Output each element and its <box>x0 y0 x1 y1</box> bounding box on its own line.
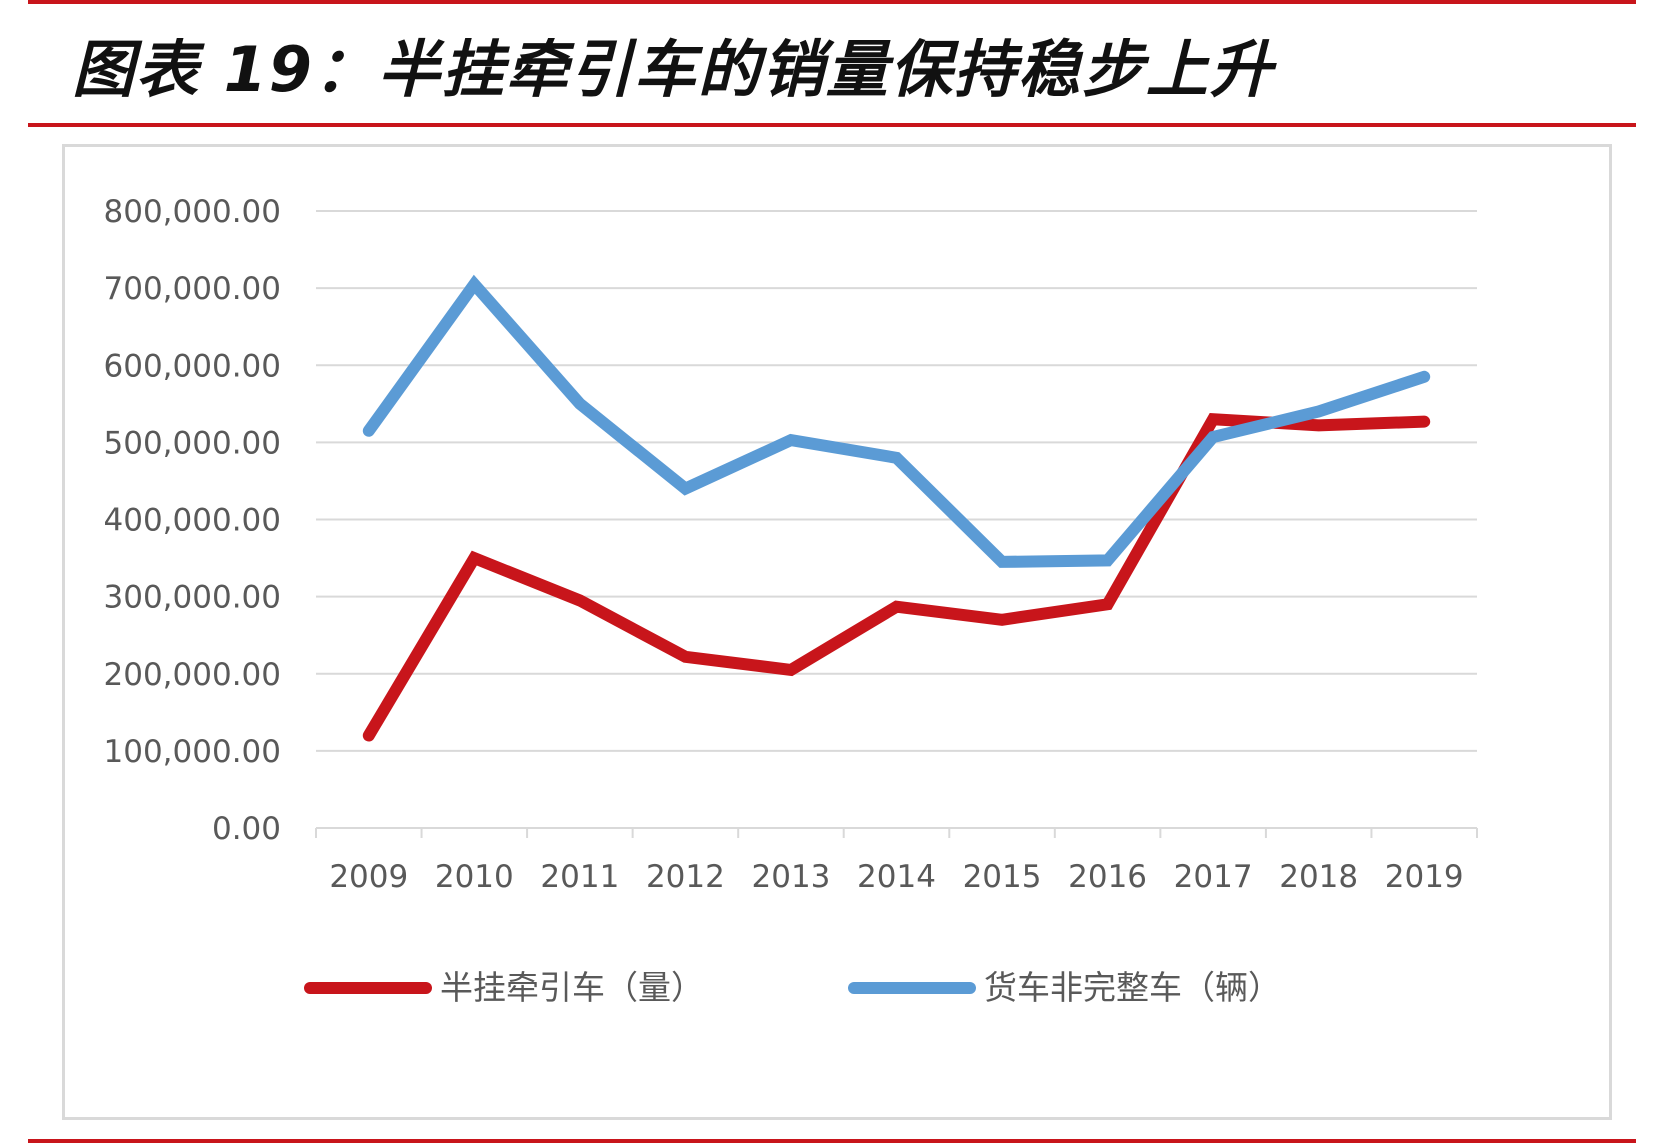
y-axis: 0.00 100,000.00 200,000.00 300,000.00 400,00… <box>104 194 282 847</box>
y-tick-label: 700,000.00 <box>104 271 282 307</box>
x-tick-label: 2019 <box>1385 859 1464 895</box>
y-tick-label: 200,000.00 <box>104 657 282 693</box>
x-tick-label: 2010 <box>435 859 514 895</box>
y-tick-label: 800,000.00 <box>104 194 282 230</box>
gridlines <box>316 210 1477 752</box>
x-tick-label: 2016 <box>1068 859 1147 895</box>
x-axis: 2009 2010 2011 2012 2013 2014 2015 2016 2017 2018… <box>315 827 1478 895</box>
y-tick-label: 0.00 <box>212 811 281 847</box>
y-tick-label: 600,000.00 <box>104 348 282 384</box>
top-rule <box>28 0 1636 4</box>
chart-title: 图表 19：半挂牵引车的销量保持稳步上升 <box>72 33 1274 106</box>
legend-label: 半挂牵引车（量） <box>440 968 704 1007</box>
x-tick-label: 2018 <box>1279 859 1358 895</box>
x-tick-label: 2017 <box>1174 859 1253 895</box>
legend-label: 货车非完整车（辆） <box>984 968 1281 1007</box>
y-tick-label: 100,000.00 <box>104 734 282 770</box>
x-tick-label: 2014 <box>857 859 936 895</box>
y-tick-label: 300,000.00 <box>104 580 282 616</box>
chart-frame <box>62 144 1612 1120</box>
series-line-1 <box>362 412 1431 742</box>
y-tick-label: 500,000.00 <box>104 425 282 461</box>
x-tick-label: 2011 <box>540 859 619 895</box>
x-tick-label: 2013 <box>752 859 831 895</box>
legend: 半挂牵引车（量） 货车非完整车（辆） <box>304 968 1281 1007</box>
y-tick-label: 400,000.00 <box>104 503 282 539</box>
x-tick-label: 2015 <box>963 859 1042 895</box>
title-underline <box>28 123 1636 127</box>
x-tick-label: 2012 <box>646 859 725 895</box>
bottom-rule <box>28 1139 1636 1143</box>
x-tick-label: 2009 <box>329 859 408 895</box>
series <box>362 274 1431 742</box>
